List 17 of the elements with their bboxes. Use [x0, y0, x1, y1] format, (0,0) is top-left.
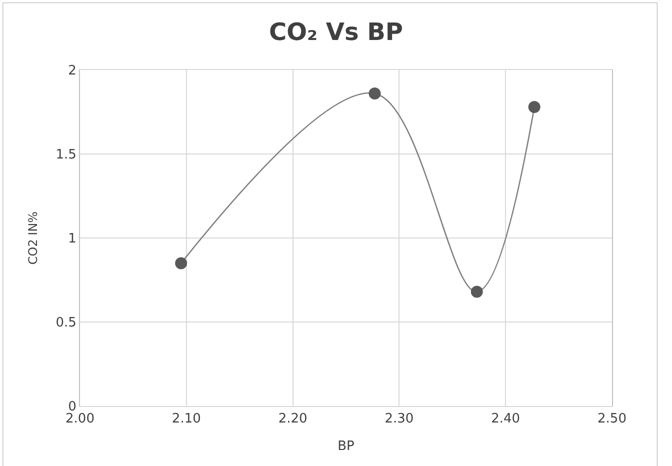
x-tick-label: 2.00: [66, 412, 94, 427]
point: [368, 88, 381, 100]
x-tick-label: 2.40: [491, 412, 520, 427]
chart-title: CO₂ Vs BP: [269, 18, 403, 46]
x-tick-label: 2.30: [384, 412, 414, 427]
x-tick-label: 2.20: [278, 412, 308, 427]
point: [528, 100, 540, 113]
x-tick-label: 2.10: [172, 412, 201, 427]
y-tick-label: 1: [68, 232, 76, 247]
y-tick-label: 0.5: [56, 316, 76, 331]
y-axis-title: CO2 IN%: [26, 211, 40, 265]
point: [175, 257, 188, 270]
x-tick-label: 2.50: [598, 412, 626, 427]
point: [470, 286, 483, 298]
x-axis-title: BP: [338, 439, 355, 454]
y-tick-label: 1.5: [56, 148, 76, 163]
y-tick-label: 2: [68, 64, 76, 79]
